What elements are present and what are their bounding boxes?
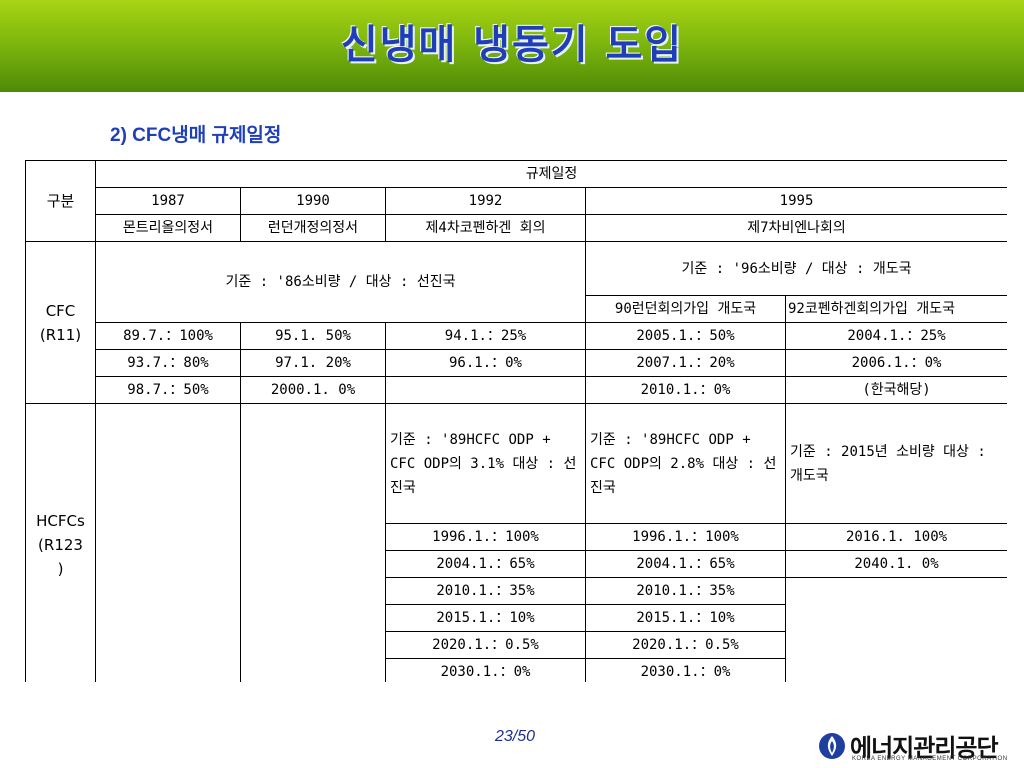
- cfc-subheader-row: 90런던회의가입 개도국 92코펜하겐회의가입 개도국: [26, 295, 1007, 323]
- cfc-sub-copenhagen: 92코펜하겐회의가입 개도국: [784, 295, 1007, 323]
- header-row-years: 1987 1990 1992 1995: [26, 187, 1007, 215]
- hcfc-cell: 2010.1.：35%: [385, 577, 586, 605]
- hcfc-cell: 2015.1.：10%: [385, 604, 586, 632]
- table-row: 98.7.：50% 2000.1. 0% 2010.1.：0% (한국해당): [26, 376, 1007, 404]
- hcfc-cell: 2010.1.：35%: [585, 577, 786, 605]
- cfc-cell: 2000.1. 0%: [240, 376, 386, 404]
- hcfc-cell: 2004.1.：65%: [585, 550, 786, 578]
- schedule-header: 규제일정: [94, 160, 1007, 188]
- cfc-cell: [385, 376, 586, 404]
- cfc-cell: 93.7.：80%: [95, 349, 241, 377]
- year-1990: 1990: [240, 187, 386, 215]
- regulation-schedule-table: 구분 규제일정 1987 1990 1992 1995 몬트리올의정서 런던개정…: [25, 160, 1007, 682]
- page-title: 신냉매 냉동기 도입: [340, 22, 684, 68]
- cfc-cell: 96.1.：0%: [385, 349, 586, 377]
- hcfc-label: HCFCs (R123 ): [25, 403, 96, 682]
- hcfc-empty-developing: [784, 577, 1007, 682]
- hcfc-cell: 2015.1.：10%: [585, 604, 786, 632]
- hcfc-basis-row: HCFCs (R123 ) 기준 : '89HCFC ODP + CFC ODP…: [25, 403, 1007, 682]
- meeting-vienna: 제7차비엔나회의: [584, 214, 1007, 242]
- hcfc-empty-1990: [240, 403, 386, 682]
- cfc-cell: 98.7.：50%: [95, 376, 241, 404]
- hcfc-basis-1: 기준 : '89HCFC ODP + CFC ODP의 3.1% 대상 : 선진…: [385, 403, 586, 524]
- hcfc-cell: 2020.1.：0.5%: [385, 631, 586, 659]
- hcfc-basis-3: 기준 : 2015년 소비량 대상 : 개도국: [784, 403, 1007, 524]
- hcfc-cell: 2030.1.：0%: [385, 658, 586, 682]
- meeting-copenhagen: 제4차코펜하겐 회의: [385, 214, 586, 242]
- hcfc-cell: 1996.1.：100%: [385, 523, 586, 551]
- table-row: 2004.1.：65% 2004.1.：65% 2040.1. 0%: [26, 550, 1007, 578]
- hcfc-cell: 2004.1.：65%: [385, 550, 586, 578]
- cfc-cell: 95.1. 50%: [240, 322, 386, 350]
- cfc-cell: 2007.1.：20%: [585, 349, 786, 377]
- table-row: 2015.1.：10% 2015.1.：10%: [26, 604, 1008, 632]
- hcfc-cell: 2020.1.：0.5%: [585, 631, 786, 659]
- cfc-cell: 2010.1.：0%: [585, 376, 786, 404]
- cfc-sub-london: 90런던회의가입 개도국: [585, 295, 786, 323]
- hcfc-cell: 1996.1.：100%: [585, 523, 786, 551]
- title-bar: 신냉매 냉동기 도입: [0, 0, 1024, 92]
- hcfc-cell: 2016.1. 100%: [784, 523, 1007, 551]
- cfc-basis-developing: 기준 : '96소비량 / 대상 : 개도국: [584, 241, 1007, 296]
- cfc-cell: 89.7.：100%: [95, 322, 241, 350]
- regulation-table-container: 구분 규제일정 1987 1990 1992 1995 몬트리올의정서 런던개정…: [25, 160, 1007, 682]
- table-row: 2030.1.：0% 2030.1.：0%: [26, 658, 1008, 682]
- header-row-schedule: 구분 규제일정: [25, 160, 1007, 242]
- table-row: 1996.1.：100% 1996.1.：100% 2016.1. 100%: [26, 523, 1007, 551]
- cfc-cell: 2005.1.：50%: [585, 322, 786, 350]
- cfc-basis-developed: 기준 : '86소비량 / 대상 : 선진국: [95, 241, 586, 323]
- table-row: 2010.1.：35% 2010.1.：35%: [26, 577, 1007, 682]
- cfc-cell: 94.1.：25%: [385, 322, 586, 350]
- year-1992: 1992: [385, 187, 586, 215]
- hcfc-cell: 2030.1.：0%: [585, 658, 786, 682]
- hcfc-basis-2: 기준 : '89HCFC ODP + CFC ODP의 2.8% 대상 : 선진…: [585, 403, 786, 524]
- cfc-cell: 2004.1.：25%: [784, 322, 1007, 350]
- cfc-cell: 97.1. 20%: [240, 349, 386, 377]
- logo-subtitle: KOREA ENERGY MANAGEMENT CORPORATION: [852, 756, 1008, 762]
- logo-name: 에너지관리공단: [850, 734, 999, 762]
- page-number: 23/50: [494, 728, 536, 745]
- section-subtitle: 2) CFC냉매 규제일정: [110, 125, 282, 146]
- meeting-montreal: 몬트리올의정서: [95, 214, 241, 242]
- flame-logo-icon: [819, 733, 845, 759]
- category-header: 구분: [25, 160, 96, 242]
- cfc-basis-row: CFC (R11) 기준 : '86소비량 / 대상 : 선진국 기준 : '9…: [25, 241, 1007, 404]
- meeting-london: 런던개정의정서: [240, 214, 386, 242]
- cfc-cell: (한국해당): [784, 376, 1007, 404]
- table-row: 89.7.：100% 95.1. 50% 94.1.：25% 2005.1.：5…: [26, 322, 1007, 350]
- year-1987: 1987: [95, 187, 241, 215]
- cfc-label: CFC (R11): [25, 241, 96, 404]
- hcfc-empty-1987: [95, 403, 241, 682]
- table-row: 93.7.：80% 97.1. 20% 96.1.：0% 2007.1.：20%…: [26, 349, 1007, 377]
- hcfc-cell: 2040.1. 0%: [784, 550, 1007, 578]
- cfc-cell: 2006.1.：0%: [784, 349, 1007, 377]
- company-logo: 에너지관리공단 KOREA ENERGY MANAGEMENT CORPORAT…: [818, 728, 1018, 764]
- year-1995: 1995: [584, 187, 1007, 215]
- header-row-meetings: 몬트리올의정서 런던개정의정서 제4차코펜하겐 회의 제7차비엔나회의: [26, 214, 1007, 242]
